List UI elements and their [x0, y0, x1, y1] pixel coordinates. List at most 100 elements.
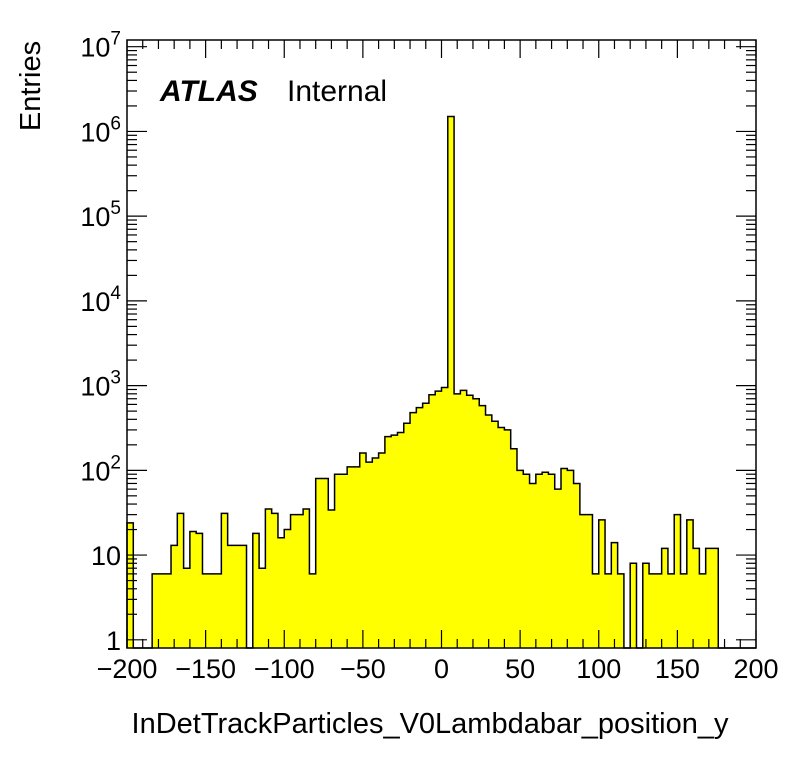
histogram-bar: [711, 548, 719, 648]
histogram-bar: [416, 407, 423, 648]
histogram-bar: [410, 412, 417, 648]
histogram-bar: [215, 573, 222, 648]
histogram-bar: [347, 466, 354, 648]
histogram-bar: [441, 387, 449, 648]
y-tick-label: 105: [80, 198, 121, 232]
histogram-bar: [561, 468, 568, 648]
histogram-bar: [586, 514, 593, 648]
histogram-bar: [259, 568, 266, 648]
histogram-bar: [403, 423, 411, 648]
histogram-bar: [397, 432, 405, 648]
internal-label: Internal: [287, 75, 387, 108]
histogram-bar: [529, 483, 537, 648]
histogram-bar: [535, 474, 543, 648]
histogram-bar: [661, 548, 669, 648]
histogram-bar: [491, 421, 499, 648]
x-axis-title: InDetTrackParticles_V0Lambdabar_position…: [132, 708, 729, 740]
histogram-bar: [655, 573, 662, 648]
histogram-bar: [189, 531, 197, 648]
histogram-bar: [460, 390, 467, 648]
y-tick-label: 103: [80, 368, 121, 402]
histogram-bar: [435, 391, 442, 648]
histogram-bar: [447, 116, 455, 648]
histogram-bar: [485, 414, 493, 648]
histogram-bar: [573, 483, 581, 648]
histogram-bar: [554, 489, 562, 648]
histogram-bar: [284, 529, 291, 648]
histogram-bar: [378, 453, 386, 648]
histogram-bar: [340, 474, 348, 648]
histogram-bar: [334, 474, 342, 648]
histogram-bar: [579, 514, 587, 648]
histogram-bar: [472, 398, 480, 648]
histogram-bar: [523, 474, 530, 648]
histogram-bar: [309, 573, 316, 648]
y-axis-title: Entries: [15, 41, 47, 131]
y-tick-label: 102: [80, 452, 121, 486]
histogram-bar: [510, 448, 518, 648]
histogram-bar: [328, 510, 335, 648]
x-tick-label: −200: [97, 654, 158, 684]
histogram-bar: [171, 545, 178, 648]
y-tick-label: 107: [80, 29, 121, 63]
histogram-bar: [296, 514, 304, 648]
histogram-bar: [542, 472, 549, 648]
histogram-bar: [252, 533, 260, 648]
histogram-bar: [680, 573, 688, 648]
histogram-bar: [391, 435, 398, 648]
histogram-bar: [630, 563, 637, 648]
histogram-bar: [428, 394, 436, 648]
histogram-bar: [315, 478, 323, 648]
histogram-bar: [183, 568, 191, 648]
x-tick-label: 150: [655, 654, 700, 684]
histogram-bar: [598, 519, 606, 648]
y-tick-label: 104: [80, 283, 121, 317]
tick-labels: −200 −150 −100 −50 0 50 100 150 200 1 10 102 103 104 1…: [80, 29, 778, 684]
axis-ticks: [126, 40, 757, 648]
histogram-bar: [705, 548, 713, 648]
histogram-bar: [221, 513, 228, 648]
histogram-bar: [290, 514, 298, 648]
histogram-bar: [422, 403, 430, 648]
histogram-bar: [617, 573, 625, 648]
histogram-bar: [649, 573, 656, 648]
x-tick-label: 50: [505, 654, 535, 684]
x-tick-label: −100: [254, 654, 315, 684]
y-tick-label: 1: [106, 626, 121, 656]
histogram-bar: [693, 548, 700, 648]
histogram-bar: [466, 395, 474, 648]
histogram-bar: [567, 470, 574, 648]
histogram-bar: [372, 457, 379, 648]
histogram-bar: [196, 533, 203, 648]
x-tick-label: 0: [434, 654, 449, 684]
y-tick-label: 10: [91, 541, 121, 571]
histogram-bar: [277, 537, 285, 648]
histogram-bar: [548, 474, 556, 648]
histogram-bar: [611, 542, 618, 648]
histogram-bar: [164, 573, 172, 648]
x-tick-label: −50: [340, 654, 386, 684]
histogram-bar: [498, 427, 505, 648]
histogram-bar: [667, 573, 675, 648]
histogram-bar: [152, 573, 159, 648]
histogram-bar: [592, 573, 600, 648]
histogram-bar: [271, 513, 279, 648]
histogram-bar: [359, 453, 367, 648]
histogram-bar: [233, 545, 241, 648]
histogram-bar: [127, 522, 134, 648]
histogram-bar: [303, 508, 310, 648]
x-tick-label: 100: [576, 654, 621, 684]
histogram-bar: [366, 462, 373, 648]
histogram-bar: [158, 573, 166, 648]
histogram-bar: [177, 513, 184, 648]
x-tick-label: 200: [733, 654, 778, 684]
histogram-bar: [686, 519, 694, 648]
histogram-bars: [126, 115, 756, 649]
histogram-bar: [605, 573, 612, 648]
histogram-bar: [699, 573, 706, 648]
histogram-bar: [642, 563, 650, 648]
histogram-bar: [240, 545, 247, 648]
histogram-bar: [674, 514, 681, 648]
histogram-bar: [202, 573, 210, 648]
